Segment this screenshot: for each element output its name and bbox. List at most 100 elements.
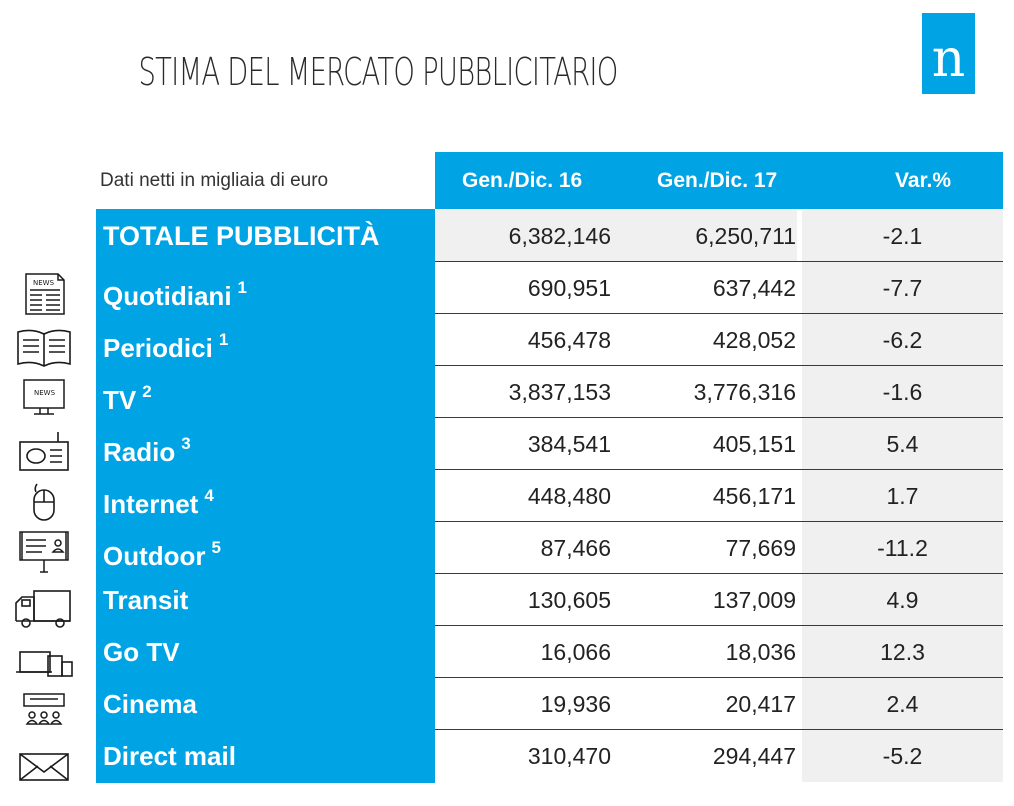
- category-name: Quotidiani 1: [103, 262, 247, 314]
- table-row: Outdoor 5 87,466 77,669 -11.2: [96, 522, 1003, 574]
- table-row: Quotidiani 1 690,951 637,442 -7.7: [96, 262, 1003, 314]
- radio-icon: [12, 428, 76, 474]
- variation-percent: -5.2: [802, 730, 1003, 782]
- variation-percent: -7.7: [802, 262, 1003, 314]
- tv-icon: NEWS: [12, 376, 76, 422]
- value-2016: 456,478: [527, 327, 611, 353]
- value-2016: 690,951: [527, 275, 611, 301]
- table-header: [435, 152, 1003, 209]
- total-row: TOTALE PUBBLICITÀ 6,382,146 6,250,711 -2.1: [96, 210, 1003, 262]
- value-2016: 384,541: [527, 431, 611, 457]
- category-label: Quotidiani: [103, 281, 232, 311]
- category-label: Internet: [103, 489, 199, 519]
- value-2016: 3,837,153: [508, 379, 611, 405]
- row-divider: [435, 677, 1003, 678]
- devices-icon: [12, 638, 76, 684]
- footnote-marker: 1: [218, 330, 229, 349]
- category-label: Periodici: [103, 333, 213, 363]
- magazine-icon: [12, 324, 76, 370]
- variation-percent: 12.3: [802, 626, 1003, 678]
- value-2017: 20,417: [725, 691, 796, 717]
- value-2017: 137,009: [712, 587, 796, 613]
- value-2016: 448,480: [527, 483, 611, 509]
- value-2017: 6,250,711: [695, 223, 796, 249]
- table-row: Direct mail 310,470 294,447 -5.2: [96, 730, 1003, 782]
- category-label: Cinema: [103, 689, 197, 719]
- newspaper-icon-text: NEWS: [33, 279, 55, 287]
- mouse-icon: [12, 478, 76, 524]
- category-name: Go TV: [103, 626, 180, 678]
- row-divider: [435, 729, 1003, 730]
- variation-percent: -1.6: [802, 366, 1003, 418]
- category-name: TV 2: [103, 366, 152, 418]
- value-2017: 428,052: [712, 327, 796, 353]
- table-row: Internet 4 448,480 456,171 1.7: [96, 470, 1003, 522]
- row-divider: [435, 573, 1003, 574]
- value-2016: 16,066: [540, 639, 611, 665]
- cinema-icon: [12, 688, 76, 734]
- value-2017: 405,151: [712, 431, 796, 457]
- row-divider: [435, 261, 1003, 262]
- billboard-icon: [12, 528, 76, 574]
- column-header-variation: Var.%: [895, 169, 952, 192]
- category-name: Radio 3: [103, 418, 191, 470]
- value-2016: 310,470: [527, 743, 611, 769]
- variation-percent: 5.4: [802, 418, 1003, 470]
- value-2017: 77,669: [725, 535, 796, 561]
- row-divider: [435, 469, 1003, 470]
- footnote-marker: 2: [142, 382, 152, 401]
- table-row: TV 2 3,837,153 3,776,316 -1.6: [96, 366, 1003, 418]
- category-label: Go TV: [103, 637, 180, 667]
- category-label: TV: [103, 385, 137, 415]
- value-2017: 18,036: [725, 639, 796, 665]
- footnote-marker: 1: [237, 278, 248, 297]
- value-2017: 3,776,316: [693, 379, 796, 405]
- variation-percent: -6.2: [802, 314, 1003, 366]
- value-2017: 294,447: [712, 743, 796, 769]
- variation-percent: 2.4: [802, 678, 1003, 730]
- tv-icon-text: NEWS: [34, 389, 56, 397]
- category-name: Periodici 1: [103, 314, 228, 366]
- envelope-icon: [12, 744, 76, 790]
- total-row-highlight: [435, 210, 797, 262]
- value-2017: 637,442: [712, 275, 796, 301]
- footnote-marker: 4: [204, 486, 214, 505]
- table-row: Periodici 1 456,478 428,052 -6.2: [96, 314, 1003, 366]
- row-divider: [435, 521, 1003, 522]
- value-2017: 456,171: [712, 483, 796, 509]
- footnote-marker: 5: [211, 538, 221, 557]
- column-header-2017: Gen./Dic. 17: [657, 169, 778, 192]
- category-name: Cinema: [103, 678, 197, 730]
- category-label: Outdoor: [103, 541, 206, 571]
- value-2016: 130,605: [527, 587, 611, 613]
- row-divider: [435, 365, 1003, 366]
- category-label: TOTALE PUBBLICITÀ: [103, 221, 380, 251]
- unit-label: Dati netti in migliaia di euro: [100, 170, 329, 191]
- newspaper-icon: NEWS: [12, 272, 76, 318]
- table-row: Go TV 16,066 18,036 12.3: [96, 626, 1003, 678]
- row-divider: [435, 313, 1003, 314]
- table-row: Radio 3 384,541 405,151 5.4: [96, 418, 1003, 470]
- value-2016: 6,382,146: [508, 223, 611, 249]
- category-label: Radio: [103, 437, 176, 467]
- truck-icon: [12, 583, 76, 629]
- footnote-marker: 3: [181, 434, 191, 453]
- variation-percent: -11.2: [802, 522, 1003, 574]
- category-name: Internet 4: [103, 470, 214, 522]
- category-label: Direct mail: [103, 741, 236, 771]
- variation-percent: 1.7: [802, 470, 1003, 522]
- row-divider: [435, 417, 1003, 418]
- category-name: Transit: [103, 574, 188, 626]
- value-2016: 87,466: [540, 535, 611, 561]
- value-2016: 19,936: [540, 691, 611, 717]
- category-name: Outdoor 5: [103, 522, 221, 574]
- table-row: Transit 130,605 137,009 4.9: [96, 574, 1003, 626]
- variation-percent: -2.1: [802, 210, 1003, 262]
- category-name: TOTALE PUBBLICITÀ: [103, 210, 380, 262]
- table-row: Cinema 19,936 20,417 2.4: [96, 678, 1003, 730]
- column-header-2016: Gen./Dic. 16: [462, 169, 583, 192]
- category-name: Direct mail: [103, 730, 236, 782]
- row-divider: [435, 625, 1003, 626]
- page-title: STIMA DEL MERCATO PUBBLICITARIO: [138, 50, 618, 94]
- category-label: Transit: [103, 585, 189, 615]
